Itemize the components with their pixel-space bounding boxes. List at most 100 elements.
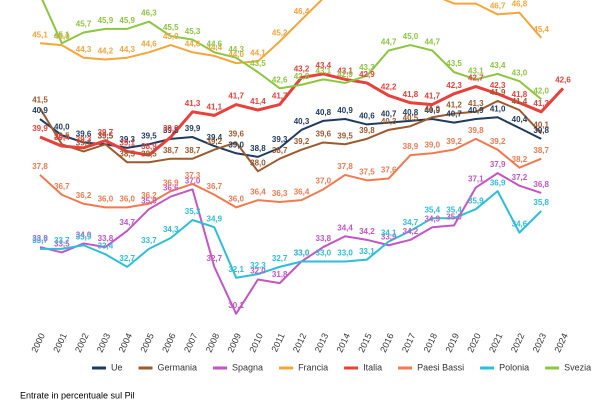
data-label: 45,4 (533, 25, 549, 34)
x-tick-label: 2010 (247, 332, 265, 354)
data-label: 41,3 (185, 99, 201, 108)
data-label: 35,9 (468, 196, 484, 205)
data-label: 45,1 (32, 30, 48, 39)
data-label: 43,4 (490, 61, 506, 70)
x-tick-label: 2016 (378, 332, 396, 354)
data-label: 43,5 (250, 59, 266, 68)
x-tick-label: 2004 (117, 332, 135, 354)
data-label: 39,5 (337, 131, 353, 140)
data-label: 36,9 (163, 178, 179, 187)
data-label: 40,8 (316, 108, 332, 117)
data-label: 44,3 (228, 45, 244, 54)
data-label: 38,2 (512, 155, 528, 164)
data-label: 34,7 (119, 218, 135, 227)
legend-label: Francia (298, 362, 328, 372)
legend-label: Italia (363, 362, 382, 372)
data-label: 39,7 (98, 128, 114, 137)
data-label: 43,5 (446, 59, 462, 68)
data-label: 33,8 (98, 234, 114, 243)
data-label: 41,2 (446, 101, 462, 110)
data-label: 38,7 (163, 146, 179, 155)
x-tick-label: 2002 (73, 332, 91, 354)
data-label: 40,3 (381, 117, 397, 126)
data-label: 33,0 (294, 249, 310, 258)
data-label: 38,0 (250, 158, 266, 167)
data-label: 42,9 (359, 70, 375, 79)
data-label: 39,9 (163, 124, 179, 133)
data-label: 35,3 (185, 207, 201, 216)
data-label: 34,4 (337, 223, 353, 232)
data-label: 33,9 (381, 232, 397, 241)
data-label: 46,7 (490, 2, 506, 11)
data-label: 42,9 (337, 70, 353, 79)
data-label: 38,9 (403, 142, 419, 151)
data-label: 33,0 (337, 249, 353, 258)
data-label: 34,7 (403, 218, 419, 227)
data-label: 42,3 (490, 81, 506, 90)
data-label: 43,1 (468, 66, 484, 75)
data-label: 36,0 (98, 194, 114, 203)
data-label: 39,2 (490, 137, 506, 146)
data-label: 32,7 (207, 254, 223, 263)
data-label: 42,0 (533, 86, 549, 95)
data-label: 33,5 (54, 240, 70, 249)
data-label: 39,4 (54, 133, 70, 142)
data-label: 41,0 (490, 104, 506, 113)
data-label: 39,8 (533, 126, 549, 135)
x-tick-label: 2017 (400, 332, 418, 354)
data-label: 39,2 (207, 137, 223, 146)
data-label: 40,9 (32, 106, 48, 115)
data-label: 43,2 (294, 65, 310, 74)
series-line (39, 99, 542, 173)
data-label: 34,2 (403, 227, 419, 236)
data-label: 39,5 (98, 131, 114, 140)
data-label: 39,3 (272, 135, 288, 144)
data-label: 36,2 (141, 191, 157, 200)
data-label: 41,3 (468, 99, 484, 108)
data-label: 40,1 (533, 121, 549, 130)
data-label: 41,5 (32, 95, 48, 104)
data-label: 37,8 (32, 162, 48, 171)
data-label: 39,0 (424, 140, 440, 149)
data-label: 45,0 (163, 32, 179, 41)
legend-label: Paesi Bassi (417, 362, 464, 372)
data-label: 32,3 (250, 261, 266, 270)
data-label: 33,1 (359, 247, 375, 256)
x-tick-label: 2018 (422, 332, 440, 354)
data-label: 36,7 (54, 182, 70, 191)
data-label: 44,6 (207, 39, 223, 48)
data-label: 38,5 (141, 149, 157, 158)
data-label: 39,3 (76, 135, 92, 144)
x-tick-label: 2020 (465, 332, 483, 354)
x-tick-label: 2001 (51, 332, 69, 354)
data-label: 37,1 (468, 175, 484, 184)
data-label: 42,6 (555, 75, 571, 84)
data-label: 40,9 (424, 106, 440, 115)
data-label: 45,3 (185, 27, 201, 36)
data-label: 40,9 (468, 106, 484, 115)
data-label: 41,4 (512, 97, 528, 106)
data-label: 37,8 (337, 162, 353, 171)
x-tick-label: 2015 (356, 332, 374, 354)
caption: Entrate in percentuale sul Pil (20, 390, 135, 400)
data-label: 45,0 (403, 32, 419, 41)
data-label: 40,6 (359, 112, 375, 121)
data-label: 33,7 (32, 236, 48, 245)
data-label: 39,6 (76, 130, 92, 139)
data-label: 37,2 (512, 173, 528, 182)
data-label: 46,4 (294, 7, 310, 16)
data-label: 42,3 (446, 81, 462, 90)
data-label: 41,9 (490, 88, 506, 97)
data-label: 38,9 (141, 142, 157, 151)
data-label: 38,8 (250, 144, 266, 153)
x-tick-label: 2014 (335, 332, 353, 354)
data-label: 44,3 (76, 45, 92, 54)
data-label: 40,7 (381, 110, 397, 119)
data-label: 37,5 (359, 167, 375, 176)
data-label: 39,9 (32, 124, 48, 133)
series-line (39, 72, 565, 157)
data-label: 35,9 (141, 196, 157, 205)
data-label: 44,6 (185, 39, 201, 48)
data-label: 45,2 (272, 29, 288, 38)
